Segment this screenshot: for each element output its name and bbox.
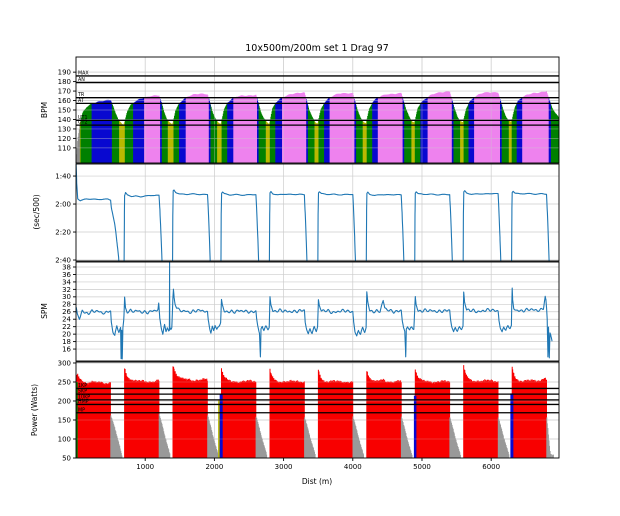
x-tick-label: 6000 xyxy=(482,463,500,471)
power-zone-label-10KP: 10KP xyxy=(78,394,90,400)
spm-ytick-label: 28 xyxy=(62,301,71,309)
power-zone-label-1KP: 1KP xyxy=(78,383,87,389)
hr-zone-label-UT2: UT2 xyxy=(78,120,88,126)
x-tick-label: 3000 xyxy=(275,463,293,471)
power-stroke-stripe xyxy=(76,381,78,458)
spm-ytick-label: 22 xyxy=(62,323,71,331)
x-tick-label: 1000 xyxy=(136,463,154,471)
hr-zone-fill xyxy=(80,103,559,163)
spm-ytick-label: 38 xyxy=(62,263,71,271)
pace-line xyxy=(268,190,308,261)
hr-ytick-label: 110 xyxy=(58,144,71,152)
spm-ytick-label: 16 xyxy=(62,345,71,353)
pace-line xyxy=(220,191,260,261)
power-ytick-label: 100 xyxy=(58,435,71,443)
pace-line xyxy=(123,191,163,261)
hr-zone-fill xyxy=(76,125,81,163)
hr-ytick-label: 150 xyxy=(58,106,71,114)
power-stroke-stripe xyxy=(218,399,222,458)
pace-ytick-label: 1:40 xyxy=(55,172,71,180)
power-ytick-label: 300 xyxy=(58,359,71,367)
pace-axis-label: (sec/500) xyxy=(32,194,41,229)
power-ytick-label: 150 xyxy=(58,416,71,424)
x-tick-label: 2000 xyxy=(205,463,223,471)
hr-ytick-label: 170 xyxy=(58,87,71,95)
spm-ytick-label: 26 xyxy=(62,308,71,316)
hr-ytick-label: 160 xyxy=(58,97,71,105)
hr-zone-label-AT: AT xyxy=(78,98,84,104)
pace-line xyxy=(172,189,211,261)
subplot-pace: 1:40 2:00 2:20 2:40 xyxy=(55,163,560,264)
hr-axis-label: BPM xyxy=(40,102,49,118)
spm-line xyxy=(76,262,553,360)
hr-zone-label-UT1: UT1 xyxy=(78,115,88,121)
spm-axis-label: SPM xyxy=(40,303,49,319)
power-zone-label-HMP: HMP xyxy=(78,399,89,405)
power-zone-label-5KP: 5KP xyxy=(78,389,87,395)
power-zone-label-MP: MP xyxy=(78,407,85,413)
pace-ytick-label: 2:40 xyxy=(55,256,71,264)
spm-ytick-label: 24 xyxy=(62,316,71,324)
spm-grid xyxy=(76,262,559,361)
power-axis-label: Power (Watts) xyxy=(30,384,39,436)
power-ytick-label: 250 xyxy=(58,378,71,386)
hr-zone-fill xyxy=(91,97,551,163)
spm-ytick-label: 34 xyxy=(62,278,71,286)
power-stroke-stripe xyxy=(219,393,223,458)
x-tick-label: 5000 xyxy=(413,463,431,471)
pace-line xyxy=(76,164,120,261)
hr-zone-fill xyxy=(144,91,549,163)
pace-line xyxy=(365,191,405,261)
pace-ytick-label: 2:00 xyxy=(55,200,71,208)
spm-ytick-label: 30 xyxy=(62,293,71,301)
pace-line xyxy=(317,191,357,261)
spm-ytick-label: 20 xyxy=(62,331,71,339)
x-axis-label: Dist (m) xyxy=(302,477,332,486)
hr-zone-label-MAX: MAX xyxy=(78,70,89,76)
hr-ytick-label: 120 xyxy=(58,135,71,143)
hr-ytick-label: 180 xyxy=(58,78,71,86)
hr-ytick-label: 140 xyxy=(58,116,71,124)
chart-title: 10x500m/200m set 1 Drag 97 xyxy=(245,43,389,54)
pace-ytick-label: 2:20 xyxy=(55,228,71,236)
power-stroke-stripe xyxy=(413,395,417,458)
x-tick-label: 4000 xyxy=(344,463,362,471)
pace-line xyxy=(414,191,453,261)
spm-ytick-label: 32 xyxy=(62,286,71,294)
hr-ytick-label: 130 xyxy=(58,125,71,133)
spm-ytick-label: 36 xyxy=(62,271,71,279)
spm-ytick-label: 18 xyxy=(62,338,71,346)
power-ytick-label: 50 xyxy=(62,454,71,462)
hr-zone-label-AN: AN xyxy=(78,77,85,83)
pace-line xyxy=(462,190,502,261)
plot-root: MAXANTRATUT1UT21101201301401501601701801… xyxy=(55,56,560,471)
power-stroke-stripe xyxy=(510,393,514,458)
hr-ytick-label: 190 xyxy=(58,69,71,77)
pace-line xyxy=(511,190,550,261)
power-ytick-label: 200 xyxy=(58,397,71,405)
hr-zone-label-TR: TR xyxy=(77,92,85,98)
